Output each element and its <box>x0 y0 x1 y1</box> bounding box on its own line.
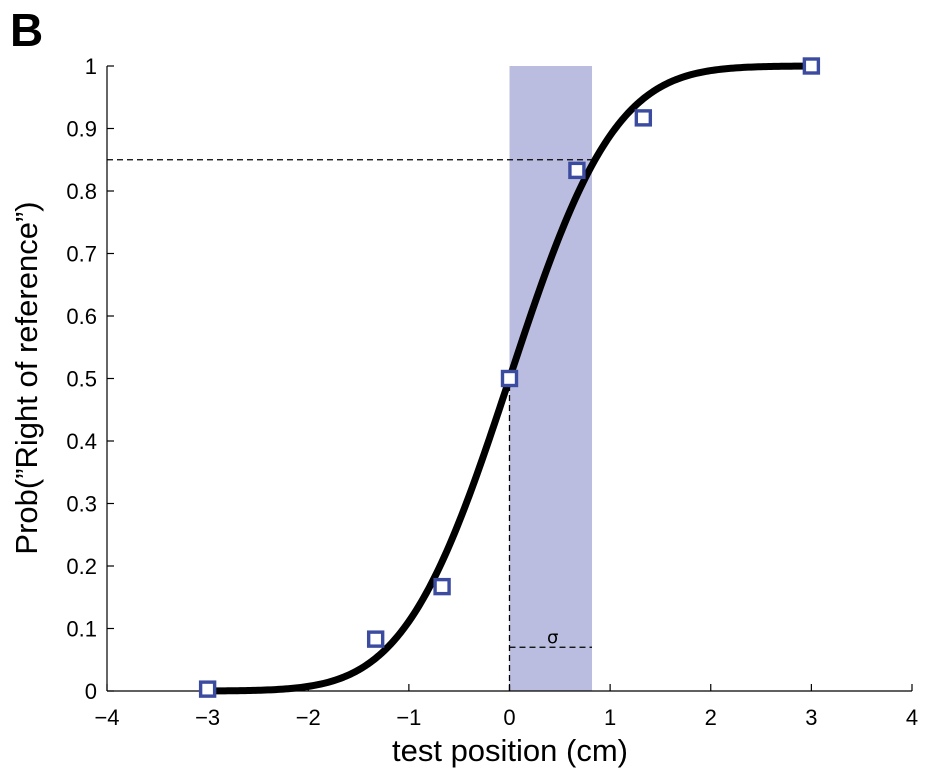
data-point-marker <box>198 680 217 698</box>
x-tick-label: −3 <box>195 705 220 730</box>
y-tick-label: 0.8 <box>66 179 97 204</box>
data-point-marker <box>568 161 586 180</box>
data-points-layer <box>198 57 821 698</box>
x-tick-label: 2 <box>705 705 717 730</box>
y-tick-label: 0.5 <box>66 367 97 392</box>
y-tick-label: 0.4 <box>66 429 97 454</box>
y-tick-label: 0 <box>85 679 97 704</box>
data-point-marker <box>366 630 385 648</box>
y-tick-label: 0.2 <box>66 554 97 579</box>
data-point-marker <box>802 57 821 75</box>
sigma-label: σ <box>547 627 558 648</box>
y-tick-label: 0.9 <box>66 117 97 142</box>
data-point-marker <box>433 577 451 596</box>
y-tick-label: 0.7 <box>66 242 97 267</box>
annotation-layer: σ <box>547 627 558 648</box>
data-point-marker <box>500 369 519 388</box>
y-tick-label: 1 <box>85 54 97 79</box>
y-tick-label: 0.1 <box>66 617 97 642</box>
axes-layer: −4 −3 −2 −1 0 1 2 3 4 0 0.1 0.2 0.3 0.4 0.5 0.6 0.7 0.8 0.… <box>66 54 918 730</box>
x-axis-title: test position (cm) <box>392 733 628 768</box>
x-tick-label: 1 <box>604 705 616 730</box>
data-point-marker <box>634 109 653 127</box>
y-tick-label: 0.3 <box>66 492 97 517</box>
x-tick-label: 4 <box>906 705 918 730</box>
x-tick-label: 0 <box>503 705 515 730</box>
y-tick-label: 0.6 <box>66 304 97 329</box>
x-tick-label: 3 <box>805 705 817 730</box>
x-tick-label: −2 <box>296 705 321 730</box>
reference-lines-layer <box>107 159 593 691</box>
x-tick-label: −4 <box>94 705 119 730</box>
panel-label: B <box>10 4 43 56</box>
x-tick-label: −1 <box>396 705 421 730</box>
y-axis-title: Prob(”Right of reference”) <box>9 201 44 554</box>
